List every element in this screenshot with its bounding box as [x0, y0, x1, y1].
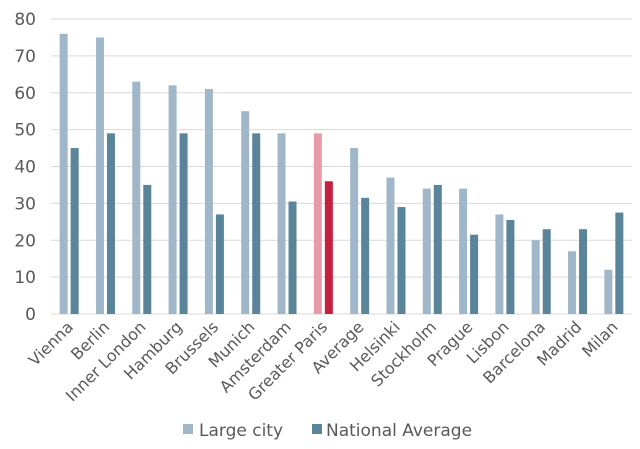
y-tick-label: 50: [14, 121, 36, 141]
bar-vienna-national-average: [70, 148, 79, 314]
bar-stockholm-large-city: [422, 188, 431, 314]
y-tick-label: 20: [14, 231, 36, 251]
x-tick-label-vienna: Vienna: [25, 317, 77, 369]
bar-helsinki-national-average: [397, 207, 406, 314]
y-tick-label: 80: [14, 10, 36, 30]
bar-barcelona-large-city: [531, 240, 540, 314]
bar-milan-large-city: [604, 269, 613, 314]
y-tick-label: 30: [14, 194, 36, 214]
bar-brussels-national-average: [215, 214, 224, 314]
bar-munich-large-city: [241, 111, 250, 314]
bar-vienna-large-city: [59, 33, 68, 314]
legend-swatch-national-average: [312, 424, 322, 434]
bar-prague-national-average: [470, 234, 479, 314]
bar-greater-paris-national-average: [324, 181, 333, 314]
bar-lisbon-large-city: [495, 214, 504, 314]
bar-madrid-national-average: [579, 229, 588, 314]
bar-stockholm-national-average: [433, 184, 442, 314]
legend-label-national-average: National Average: [326, 421, 472, 441]
bar-barcelona-national-average: [542, 229, 551, 314]
bar-helsinki-large-city: [386, 177, 395, 314]
bar-berlin-large-city: [95, 37, 104, 314]
legend-label-large-city: Large city: [199, 421, 283, 441]
bar-hamburg-large-city: [168, 85, 177, 314]
bar-brussels-large-city: [204, 89, 213, 314]
bar-munich-national-average: [252, 133, 261, 314]
y-tick-label: 60: [14, 84, 36, 104]
bar-hamburg-national-average: [179, 133, 188, 314]
bar-inner-london-large-city: [132, 81, 141, 314]
bar-lisbon-national-average: [506, 219, 515, 314]
legend-swatch-large-city: [183, 424, 193, 434]
bar-madrid-large-city: [568, 251, 577, 314]
bar-average-national-average: [361, 197, 370, 314]
bar-average-large-city: [350, 148, 359, 314]
x-tick-label-milan: Milan: [578, 317, 622, 361]
y-tick-label: 0: [25, 305, 36, 325]
bar-greater-paris-large-city: [313, 133, 322, 314]
y-tick-label: 10: [14, 268, 36, 288]
bar-berlin-national-average: [106, 133, 115, 314]
bar-amsterdam-large-city: [277, 133, 286, 314]
bars: [59, 33, 624, 314]
bar-prague-large-city: [459, 188, 468, 314]
legend: Large city National Average: [183, 421, 472, 441]
y-tick-label: 70: [14, 47, 36, 67]
bar-amsterdam-national-average: [288, 201, 297, 314]
bar-inner-london-national-average: [143, 184, 152, 314]
bar-milan-national-average: [615, 212, 624, 314]
y-tick-label: 40: [14, 158, 36, 178]
y-axis-ticks: 0 10 20 30 40 50 60 70 80: [14, 10, 36, 325]
